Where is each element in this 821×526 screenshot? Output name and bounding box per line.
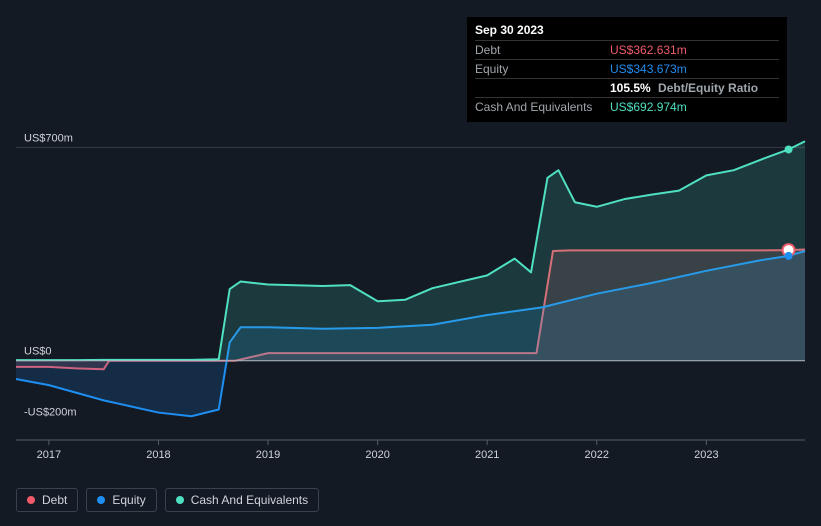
- legend-item-equity[interactable]: Equity: [86, 488, 156, 512]
- tooltip-row-label: [475, 81, 610, 95]
- tooltip-date: Sep 30 2023: [475, 23, 779, 37]
- y-axis-label: US$0: [24, 346, 52, 358]
- legend-item-label: Debt: [42, 493, 67, 507]
- legend-item-label: Equity: [112, 493, 145, 507]
- x-axis-label: 2022: [585, 449, 609, 461]
- x-axis-label: 2020: [365, 449, 389, 461]
- legend-item-cash[interactable]: Cash And Equivalents: [165, 488, 319, 512]
- tooltip-row-label: Equity: [475, 62, 610, 76]
- legend-item-debt[interactable]: Debt: [16, 488, 78, 512]
- tooltip-row-value: 105.5% Debt/Equity Ratio: [610, 81, 758, 95]
- hover-marker: [785, 252, 793, 260]
- x-axis-label: 2021: [475, 449, 499, 461]
- chart-legend: Debt Equity Cash And Equivalents: [16, 488, 319, 512]
- x-axis-label: 2023: [694, 449, 718, 461]
- tooltip-row: EquityUS$343.673m: [475, 59, 779, 78]
- x-axis-label: 2017: [37, 449, 61, 461]
- hover-tooltip: Sep 30 2023 DebtUS$362.631mEquityUS$343.…: [467, 17, 787, 122]
- tooltip-row-value: US$343.673m: [610, 62, 687, 76]
- legend-swatch-icon: [176, 496, 184, 504]
- chart-container: -US$200m US$0 US$700m 2017 2018 2019 2020 2021 2…: [0, 0, 821, 526]
- x-axis-label: 2019: [256, 449, 280, 461]
- legend-item-label: Cash And Equivalents: [191, 493, 308, 507]
- hover-marker: [785, 145, 793, 153]
- tooltip-row-suffix: Debt/Equity Ratio: [655, 81, 758, 95]
- y-axis-label: US$700m: [24, 132, 73, 144]
- tooltip-row-label: Debt: [475, 43, 610, 57]
- tooltip-row: 105.5% Debt/Equity Ratio: [475, 78, 779, 97]
- tooltip-row: DebtUS$362.631m: [475, 40, 779, 59]
- tooltip-row: Cash And EquivalentsUS$692.974m: [475, 97, 779, 116]
- tooltip-row-value: US$692.974m: [610, 100, 687, 114]
- tooltip-row-label: Cash And Equivalents: [475, 100, 610, 114]
- x-axis-label: 2018: [146, 449, 170, 461]
- legend-swatch-icon: [27, 496, 35, 504]
- tooltip-row-value: US$362.631m: [610, 43, 687, 57]
- legend-swatch-icon: [97, 496, 105, 504]
- y-axis-label: -US$200m: [24, 407, 77, 419]
